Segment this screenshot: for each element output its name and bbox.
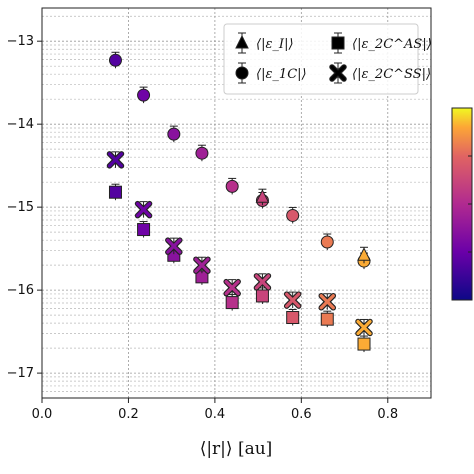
circle-point xyxy=(225,179,239,193)
circle-point xyxy=(108,53,122,67)
axis-ticks: −13 −14 −15 −16 −17 0.0 0.2 0.4 0.6 0.8 xyxy=(7,34,399,422)
x-point xyxy=(134,200,153,219)
legend-label: ⟨|ε_2C^AS|⟩ xyxy=(352,37,432,52)
legend: ⟨|ε_I|⟩ ⟨|ε_1C|⟩ ⟨|ε_2C^AS|⟩ ⟨|ε_2C^SS|⟩ xyxy=(223,23,432,95)
square-point xyxy=(357,337,371,351)
colorbar-ticks xyxy=(468,107,472,301)
legend-label: ⟨|ε_I|⟩ xyxy=(256,37,294,52)
circle-point xyxy=(320,235,334,249)
y-tick-label: −13 xyxy=(7,34,34,49)
x-marker-stroke xyxy=(285,292,301,308)
x-tick-label: 0.4 xyxy=(205,407,226,422)
legend-x-marker xyxy=(329,64,347,82)
x-marker-stroke xyxy=(194,257,210,273)
x-point xyxy=(283,291,302,309)
x-point xyxy=(193,256,211,274)
square-point xyxy=(286,311,300,325)
legend-box xyxy=(223,23,419,95)
y-tick-label: −16 xyxy=(7,283,34,298)
x-point xyxy=(318,292,337,311)
square-point xyxy=(108,185,122,199)
y-tick-label: −14 xyxy=(7,117,34,132)
x-marker-stroke xyxy=(330,65,346,81)
y-tick-label: −17 xyxy=(7,366,34,381)
data-points xyxy=(106,51,373,353)
legend-label: ⟨|ε_2C^SS|⟩ xyxy=(352,67,431,82)
x-point xyxy=(165,237,183,255)
plot-frame xyxy=(41,7,432,399)
circle-point xyxy=(286,208,300,222)
x-point xyxy=(253,273,272,291)
triangle-point xyxy=(357,247,371,261)
circle-point xyxy=(137,88,151,102)
x-marker-stroke xyxy=(356,319,372,336)
legend-label: ⟨|ε_1C|⟩ xyxy=(256,67,307,82)
square-point xyxy=(320,312,334,326)
legend-triangle-marker xyxy=(235,34,249,49)
x-marker-stroke xyxy=(135,202,152,218)
x-marker-stroke xyxy=(107,152,124,168)
legend-entries: ⟨|ε_I|⟩ ⟨|ε_1C|⟩ ⟨|ε_2C^AS|⟩ ⟨|ε_2C^SS|⟩ xyxy=(235,32,432,84)
x-tick-label: 0.8 xyxy=(377,407,398,422)
x-point xyxy=(223,278,241,297)
x-marker-stroke xyxy=(319,294,335,310)
x-marker-stroke xyxy=(166,238,182,254)
x-point xyxy=(355,318,373,337)
x-tick-label: 0.2 xyxy=(118,407,139,422)
square-point xyxy=(225,296,239,310)
x-marker-stroke xyxy=(224,280,240,296)
legend-square-marker xyxy=(331,36,345,50)
x-point xyxy=(106,151,125,169)
circle-point xyxy=(195,146,209,160)
colorbar xyxy=(451,107,473,301)
x-tick-label: 0.6 xyxy=(291,407,312,422)
y-tick-label: −15 xyxy=(7,200,34,215)
square-point xyxy=(255,289,269,303)
x-axis-label: ⟨|r|⟩ [au] xyxy=(200,439,273,459)
triangle-point xyxy=(255,189,270,203)
circle-point xyxy=(167,127,181,141)
square-point xyxy=(137,223,151,237)
x-tick-label: 0.0 xyxy=(32,407,53,422)
legend-circle-marker xyxy=(235,66,249,80)
x-marker-stroke xyxy=(254,274,271,290)
